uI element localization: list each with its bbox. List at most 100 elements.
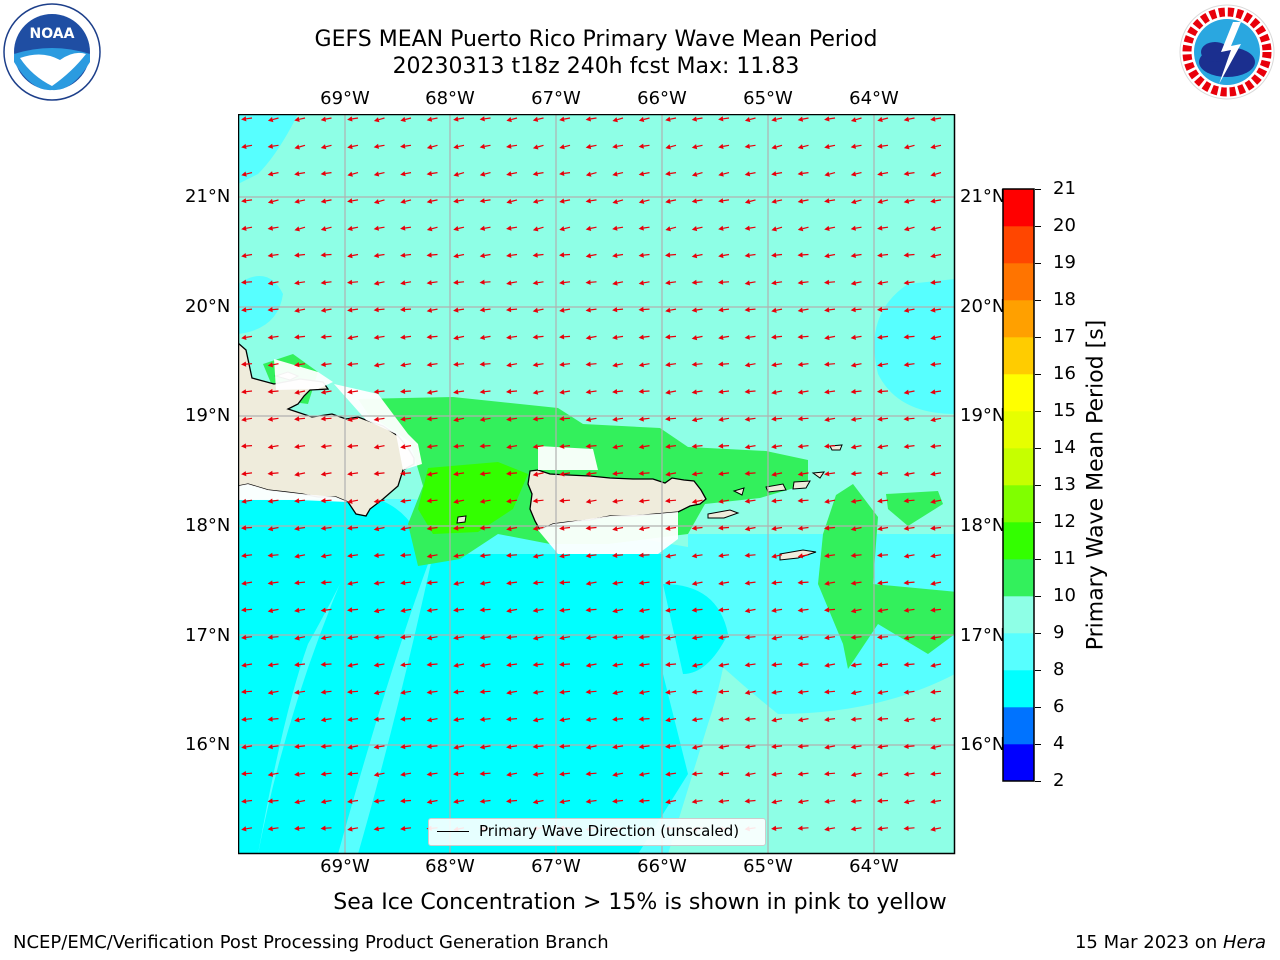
wave-arrow: [559, 743, 571, 749]
wave-arrow: [453, 635, 465, 641]
wave-arrow: [241, 826, 253, 832]
wave-arrow: [850, 225, 862, 231]
wave-arrow: [638, 280, 650, 286]
colorbar-tick-mark: [1035, 299, 1041, 301]
wave-arrow: [850, 580, 862, 586]
wave-arrow: [294, 771, 306, 777]
wave-arrow: [771, 144, 783, 150]
lat-label-right: 20°N: [960, 296, 1006, 317]
wave-arrow: [506, 798, 518, 804]
wave-arrow: [824, 798, 836, 804]
wave-arrow: [903, 144, 915, 150]
wave-arrow: [638, 689, 650, 695]
wave-arrow: [930, 826, 942, 832]
colorbar-tick-mark: [1035, 595, 1041, 597]
wave-arrow: [638, 143, 650, 149]
graticule: [238, 114, 955, 854]
wave-arrow: [771, 280, 783, 286]
colorbar-segment: [1003, 226, 1034, 264]
wave-arrow: [665, 334, 677, 340]
wave-arrow: [850, 117, 862, 123]
wave-arrow: [506, 198, 518, 204]
wave-arrow: [479, 498, 491, 504]
wave-arrow: [267, 744, 279, 750]
wave-arrow: [479, 253, 491, 259]
wave-arrow: [347, 798, 359, 804]
wave-arrow: [559, 635, 571, 641]
wave-arrow: [877, 552, 889, 558]
wave-arrow: [718, 225, 730, 231]
wave-arrow: [585, 771, 597, 777]
wave-arrow: [903, 280, 915, 286]
wave-arrow: [347, 771, 359, 777]
wave-arrow: [691, 798, 703, 804]
wave-arrow: [294, 252, 306, 258]
wave-arrow: [850, 552, 862, 558]
wave-arrow: [559, 498, 571, 504]
wave-arrow: [373, 199, 385, 205]
wave-arrow: [479, 361, 491, 367]
wave-arrow: [612, 498, 624, 504]
wave-arrow: [373, 444, 385, 450]
colorbar-tick-label: 15: [1053, 400, 1076, 421]
wave-arrow: [930, 253, 942, 259]
wave-direction-arrows: [241, 116, 942, 832]
st-john-island: [792, 480, 811, 490]
wave-arrow: [718, 143, 730, 149]
land-mask-pr-n: [538, 446, 598, 470]
wave-arrow: [373, 552, 385, 558]
wave-arrow: [532, 362, 544, 368]
wave-arrow: [903, 362, 915, 368]
wave-arrow: [691, 279, 703, 285]
wave-arrow: [532, 444, 544, 450]
wave-arrow: [877, 498, 889, 504]
wave-arrow: [771, 171, 783, 177]
wave-arrow: [824, 580, 836, 586]
wave-arrow: [930, 662, 942, 668]
wave-arrow: [877, 116, 889, 122]
wave-arrow: [373, 470, 385, 477]
wave-arrow: [453, 389, 465, 395]
wave-arrow: [453, 226, 465, 232]
wave-arrow: [930, 335, 942, 341]
colorbar-tick-label: 13: [1053, 474, 1076, 495]
wave-arrow: [479, 143, 491, 149]
wave-arrow: [400, 225, 412, 231]
wave-arrow: [612, 716, 624, 722]
colorbar-segment: [1003, 633, 1034, 671]
wave-arrow: [691, 335, 703, 341]
wave-arrow: [585, 416, 597, 422]
wave-arrow: [691, 744, 703, 750]
wave-arrow: [824, 471, 836, 477]
land-mask-coast-s: [238, 484, 348, 502]
wave-arrow: [320, 661, 332, 667]
wave-arrow: [612, 634, 624, 640]
wave-arrow: [612, 362, 624, 368]
wave-arrow: [797, 144, 809, 150]
wave-arrow: [426, 689, 438, 695]
wave-arrow: [532, 252, 544, 258]
wave-arrow: [294, 280, 306, 286]
wave-arrow: [267, 171, 279, 177]
wave-arrow: [824, 225, 836, 231]
wave-arrow: [718, 662, 730, 668]
wave-arrow: [506, 444, 518, 450]
wave-arrow: [559, 579, 571, 586]
wave-arrow: [612, 662, 624, 668]
wave-arrow: [241, 253, 253, 259]
wave-arrow: [559, 689, 571, 695]
wave-arrow: [771, 416, 783, 422]
wave-arrow: [320, 307, 332, 313]
wave-arrow: [718, 279, 730, 285]
wave-arrow: [347, 416, 359, 422]
wave-arrow: [824, 553, 836, 559]
wave-arrow: [665, 362, 677, 368]
wave-arrow: [691, 361, 703, 367]
wave-arrow: [267, 552, 279, 558]
wave-arrow: [665, 280, 677, 286]
wave-arrow: [877, 607, 889, 613]
colorbar-tick-label: 16: [1053, 363, 1076, 384]
wave-arrow: [612, 280, 624, 286]
wave-arrow: [506, 716, 518, 722]
legend-label: Primary Wave Direction (unscaled): [479, 822, 740, 840]
